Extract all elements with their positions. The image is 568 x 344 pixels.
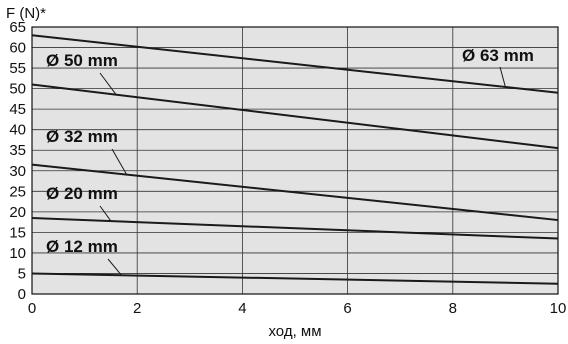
x-tick-label: 10: [550, 300, 567, 317]
y-tick-label: 15: [9, 224, 26, 241]
series-lines: [31, 34, 559, 285]
y-tick-label: 0: [18, 286, 26, 303]
series-label: Ø 20 mm: [46, 184, 118, 203]
leader-lines: [99, 66, 506, 276]
series-line: [31, 83, 559, 150]
y-tick-label: 50: [9, 81, 26, 98]
y-tick-label: 5: [18, 265, 26, 282]
series-line: [31, 217, 559, 240]
series-label: Ø 63 mm: [462, 46, 534, 65]
leader-line: [107, 258, 122, 276]
y-tick-label: 55: [9, 60, 26, 77]
y-tick-label: 20: [9, 204, 26, 221]
y-tick-labels: 0 5 10 15 20 25 30 35 40 45 50 55 60 65: [9, 19, 26, 303]
series-line: [31, 34, 559, 94]
y-tick-label: 45: [9, 101, 26, 118]
y-axis-title: F (N)*: [6, 5, 46, 22]
x-tick-label: 8: [449, 300, 457, 317]
x-tick-label: 0: [28, 300, 36, 317]
plot-frame: [31, 26, 559, 295]
y-tick-label: 30: [9, 163, 26, 180]
x-axis-title: ход, мм: [268, 323, 321, 340]
series-label: Ø 50 mm: [46, 51, 118, 70]
series-line: [31, 163, 559, 222]
y-tick-label: 60: [9, 40, 26, 57]
series-labels: Ø 63 mm Ø 50 mm Ø 32 mm Ø 20 mm Ø 12 mm: [46, 46, 534, 256]
series-label: Ø 12 mm: [46, 237, 118, 256]
plot-area: [32, 27, 558, 294]
x-tick-label: 6: [343, 300, 351, 317]
y-tick-label: 65: [9, 19, 26, 36]
leader-line: [99, 205, 112, 222]
leader-line: [499, 66, 506, 88]
leader-line: [99, 72, 117, 95]
y-tick-label: 35: [9, 142, 26, 159]
series-label: Ø 32 mm: [46, 127, 118, 146]
series-line: [31, 272, 559, 285]
y-tick-label: 10: [9, 245, 26, 262]
x-tick-label: 2: [133, 300, 141, 317]
x-tick-label: 4: [238, 300, 246, 317]
y-tick-label: 40: [9, 122, 26, 139]
leader-line: [111, 148, 128, 175]
x-tick-labels: 0 2 4 6 8 10: [28, 300, 567, 317]
y-tick-label: 25: [9, 183, 26, 200]
